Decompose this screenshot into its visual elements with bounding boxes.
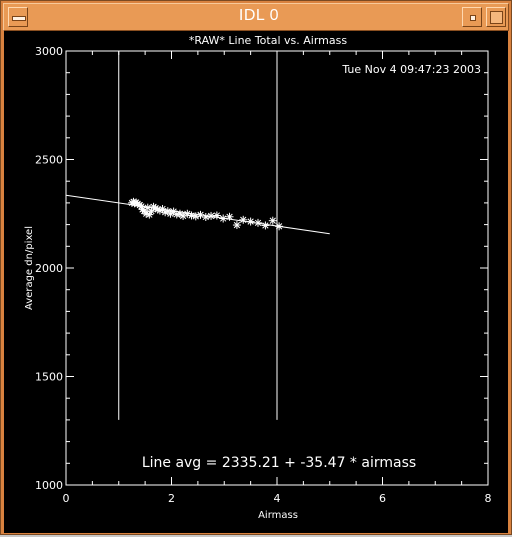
window-menu-icon	[12, 16, 26, 21]
y-axis-title: Average dn/pixel	[24, 226, 35, 310]
data-point	[246, 217, 255, 226]
data-point	[261, 221, 270, 230]
scatter-chart: *RAW* Line Total vs. Airmass Tue Nov 4 0…	[24, 34, 492, 521]
maximize-button[interactable]	[486, 7, 506, 27]
y-tick-label: 1000	[35, 479, 63, 492]
data-point	[225, 212, 234, 221]
y-tick-label: 3000	[35, 45, 63, 58]
plot-canvas: *RAW* Line Total vs. Airmass Tue Nov 4 0…	[4, 31, 508, 533]
data-point	[268, 216, 277, 225]
data-point	[239, 215, 248, 224]
x-tick-label: 2	[168, 492, 175, 505]
y-tick-label: 2500	[35, 154, 63, 167]
window-titlebar[interactable]: IDL 0	[3, 3, 509, 31]
y-tick-label: 1500	[35, 371, 63, 384]
x-tick-label: 8	[485, 492, 492, 505]
axes-group: 0 2 4 6 8 1000 1500 2000 2500 3000	[35, 45, 492, 505]
x-axis-title: Airmass	[258, 510, 298, 521]
data-point	[275, 222, 284, 231]
maximize-icon	[490, 11, 503, 24]
timestamp-label: Tue Nov 4 09:47:23 2003	[341, 63, 481, 76]
data-point	[232, 221, 241, 230]
data-point	[201, 213, 210, 222]
x-tick-label: 6	[379, 492, 386, 505]
data-point	[179, 211, 188, 220]
data-point	[219, 214, 228, 223]
data-point	[212, 211, 221, 220]
x-tick-label: 0	[63, 492, 70, 505]
window-title: IDL 0	[238, 7, 280, 24]
fit-equation-label: Line avg = 2335.21 + -35.47 * airmass	[142, 455, 416, 471]
window-menu-button[interactable]	[8, 7, 28, 27]
x-tick-label: 4	[274, 492, 281, 505]
y-tick-label: 2000	[35, 262, 63, 275]
marks-group	[65, 51, 330, 420]
minimize-icon	[470, 15, 476, 21]
chart-title: *RAW* Line Total vs. Airmass	[189, 34, 347, 47]
data-point	[254, 218, 263, 227]
minimize-button[interactable]	[462, 7, 482, 27]
